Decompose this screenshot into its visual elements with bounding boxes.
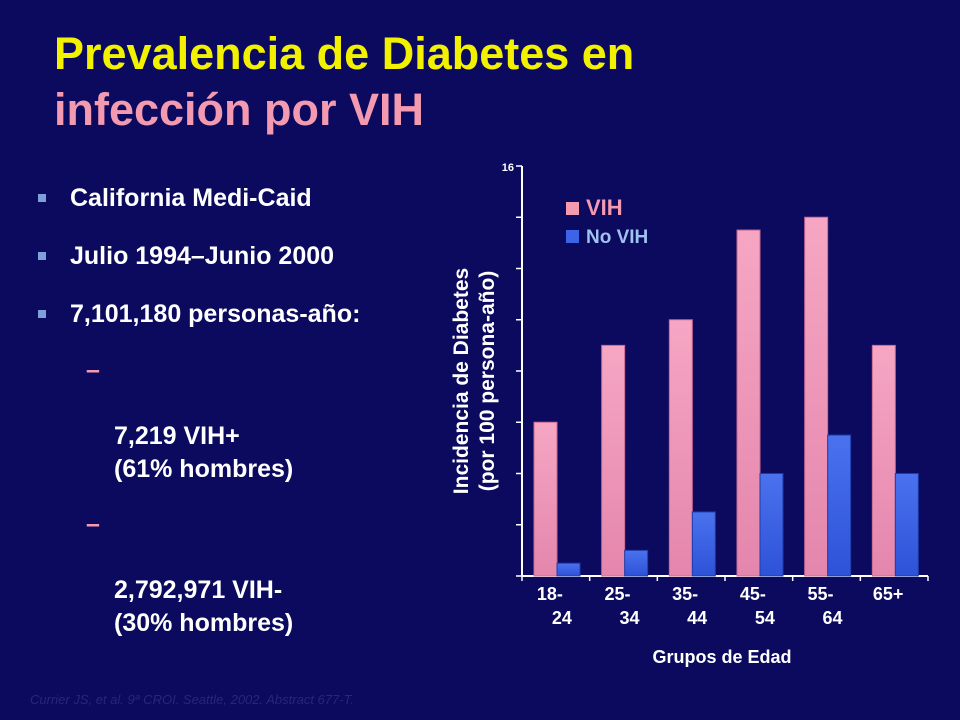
legend-label-vih: VIH: [586, 195, 623, 220]
y-axis-label: Incidencia de Diabetes (por 100 persona-a…: [450, 268, 499, 494]
sub-bullet-item: – 7,219 VIH+ (61% hombres): [36, 354, 456, 486]
y-tick-label: 16: [502, 162, 514, 174]
legend-swatch-no-vih: [566, 230, 579, 243]
bullet-text: Julio 1994–Junio 2000: [70, 242, 335, 270]
x-tick-label: 65+: [873, 584, 904, 604]
x-tick-label: 18-24: [537, 584, 572, 628]
bullet-list: California Medi-Caid Julio 1994–Junio 20…: [36, 180, 456, 662]
legend-label-no-vih: No VIH: [586, 227, 648, 248]
bar-vih: [533, 421, 558, 577]
square-bullet-icon: [38, 252, 46, 260]
x-tick-label: 55-64: [807, 584, 842, 628]
square-bullet-icon: [38, 194, 46, 202]
sub-bullet-text: 7,219 VIH+ (61% hombres): [114, 422, 294, 483]
bar-vih: [736, 229, 761, 577]
bar-no-vih: [556, 562, 581, 577]
bar-no-vih: [691, 511, 716, 577]
bar-vih: [668, 319, 693, 577]
bar-no-vih: [894, 473, 919, 577]
bar-vih: [804, 216, 829, 577]
sub-bullet-text: 2,792,971 VIH- (30% hombres): [114, 576, 294, 637]
legend-swatch-vih: [566, 202, 579, 215]
bullet-text: 7,101,180 personas-año:: [70, 300, 361, 328]
x-tick-label: 25-34: [604, 584, 639, 628]
square-bullet-icon: [38, 310, 46, 318]
sub-bullet-item: – 2,792,971 VIH- (30% hombres): [36, 508, 456, 640]
bullet-text: California Medi-Caid: [70, 184, 312, 212]
x-tick-label: 35-44: [672, 584, 707, 628]
dash-bullet-icon: –: [86, 510, 100, 538]
bar-vih: [871, 344, 896, 577]
x-axis-title: Grupos de Edad: [652, 647, 791, 667]
incidence-bar-chart: 16 18-24 25-34 35-44 45-54 55-64 65+ Incidencia…: [450, 162, 929, 667]
slide-title: Prevalencia de Diabetes en infección por…: [54, 26, 634, 138]
bullet-item: Julio 1994–Junio 2000: [36, 238, 456, 274]
bar-no-vih: [827, 434, 852, 577]
x-tick-label: 45-54: [740, 584, 775, 628]
bar-no-vih: [759, 473, 784, 577]
bullet-item: California Medi-Caid: [36, 180, 456, 216]
citation-footnote: Currier JS, et al. 9ª CROI. Seattle, 200…: [30, 692, 354, 707]
bullet-item: 7,101,180 personas-año:: [36, 296, 456, 332]
bar-no-vih: [624, 549, 649, 577]
bar-vih: [601, 344, 626, 577]
title-line-2: infección por VIH: [54, 84, 425, 135]
dash-bullet-icon: –: [86, 356, 100, 384]
title-line-1: Prevalencia de Diabetes en: [54, 28, 635, 79]
